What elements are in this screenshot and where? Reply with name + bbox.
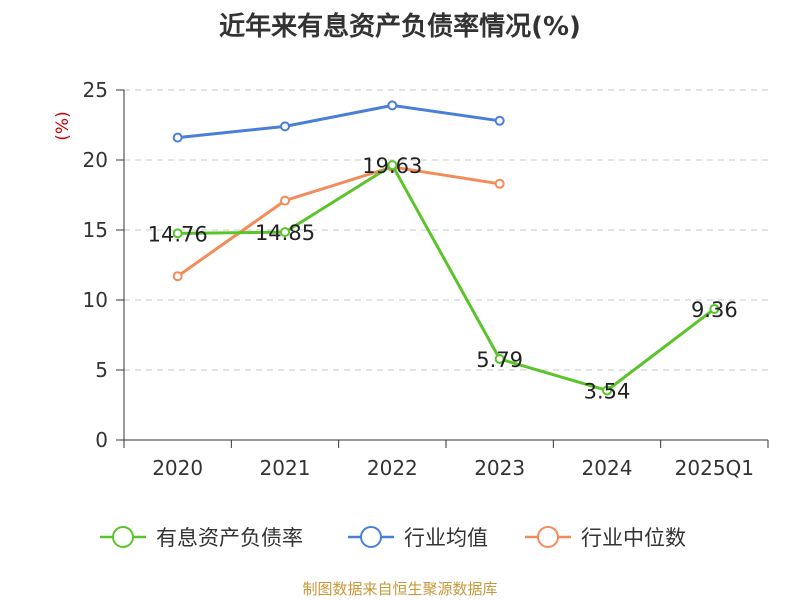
y-tick-label: 15 — [83, 218, 108, 242]
data-label: 5.79 — [476, 348, 523, 372]
legend-label: 有息资产负债率 — [156, 526, 303, 550]
data-labels: 14.76 14.85 19.63 5.79 3.54 9.36 — [148, 154, 738, 403]
data-point — [280, 195, 290, 206]
data-point — [709, 303, 720, 314]
legend-marker — [537, 526, 559, 548]
source-footer: 制图数据来自恒生聚源数据库 — [302, 580, 498, 598]
data-label: 14.76 — [148, 222, 208, 246]
x-tick-label: 2025Q1 — [675, 456, 754, 480]
series-group — [172, 100, 720, 396]
chart-title: 近年来有息资产负债率情况(%) — [219, 12, 581, 42]
series-line — [177, 103, 500, 140]
data-label: 9.36 — [691, 298, 738, 322]
data-point — [494, 178, 505, 189]
y-axis-label: (%) — [53, 111, 73, 140]
grid-lines — [124, 89, 768, 371]
data-point — [280, 227, 290, 238]
series-line — [177, 163, 716, 393]
x-tick-label: 2020 — [152, 456, 203, 480]
x-tick-label: 2023 — [474, 456, 525, 480]
legend-marker — [360, 526, 382, 548]
data-point — [602, 385, 612, 396]
data-label: 19.63 — [362, 154, 422, 178]
data-point — [387, 100, 398, 111]
y-tick-label: 25 — [83, 78, 108, 102]
axes: 0 5 10 15 20 25 2020 2021 2022 2023 2024 2025Q1 — [83, 78, 769, 480]
x-tick-label: 2024 — [582, 456, 633, 480]
y-tick-label: 5 — [95, 358, 108, 382]
data-label: 14.85 — [255, 221, 315, 245]
data-point — [387, 160, 398, 171]
data-point — [494, 353, 505, 364]
data-point — [494, 115, 505, 126]
data-label: 3.54 — [584, 379, 631, 403]
legend-label: 行业均值 — [404, 526, 488, 550]
data-point — [172, 228, 183, 239]
series-line — [176, 165, 500, 278]
legend-marker — [112, 526, 134, 548]
legend: 有息资产负债率 行业均值 行业中位数 — [100, 526, 686, 550]
x-tick-label: 2021 — [260, 456, 311, 480]
y-tick-label: 0 — [95, 428, 108, 452]
y-tick-label: 20 — [83, 148, 108, 172]
data-point — [280, 121, 290, 132]
data-point — [172, 271, 183, 282]
y-tick-label: 10 — [83, 288, 108, 312]
x-tick-label: 2022 — [367, 456, 418, 480]
data-point — [172, 132, 183, 143]
legend-label: 行业中位数 — [581, 526, 686, 550]
